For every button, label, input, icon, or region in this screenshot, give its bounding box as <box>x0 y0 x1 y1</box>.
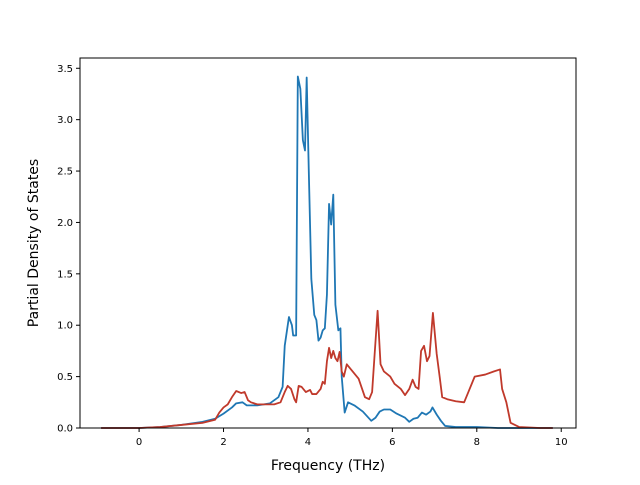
y-tick-label: 0.5 <box>57 372 73 383</box>
y-tick-label: 0.0 <box>57 424 73 435</box>
x-tick-label: 10 <box>555 437 568 448</box>
x-tick-label: 4 <box>305 437 311 448</box>
plot-area <box>101 75 553 429</box>
y-tick-label: 2.0 <box>57 218 73 229</box>
y-tick-label: 3.0 <box>57 115 73 126</box>
series-line-2 <box>101 309 553 429</box>
y-tick-label: 2.5 <box>57 167 73 178</box>
series-line-1 <box>101 75 553 429</box>
axes-frame <box>79 57 577 429</box>
y-tick-label: 1.5 <box>57 269 73 280</box>
x-axis-label: Frequency (THz) <box>271 458 385 474</box>
y-axis-label: Partial Density of States <box>26 159 42 327</box>
y-tick-label: 1.0 <box>57 321 73 332</box>
y-axis: 0.0 0.5 1.0 1.5 2.0 2.5 3.0 3.5 <box>57 64 80 435</box>
x-tick-label: 0 <box>136 437 142 448</box>
y-tick-label: 3.5 <box>57 64 73 75</box>
x-tick-label: 6 <box>389 437 395 448</box>
x-tick-label: 8 <box>474 437 480 448</box>
x-axis: 0 2 4 6 8 10 <box>136 428 568 448</box>
x-tick-label: 2 <box>220 437 226 448</box>
